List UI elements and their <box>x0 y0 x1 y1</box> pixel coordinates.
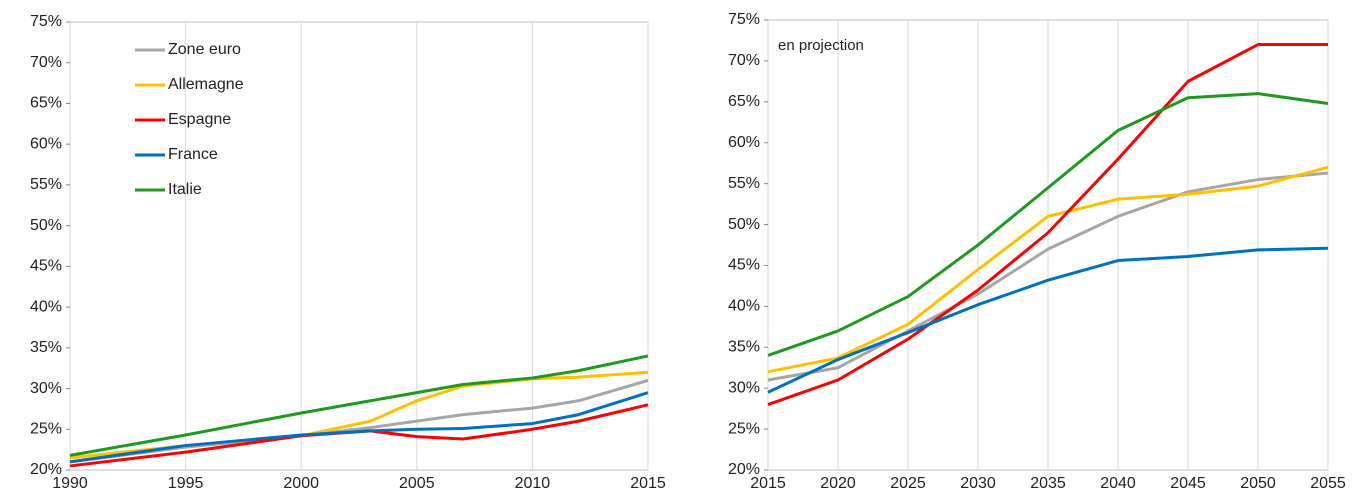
y-tick-label: 55% <box>30 176 62 193</box>
legend-label: Allemagne <box>168 76 244 93</box>
line <box>69 354 649 457</box>
y-tick-label: 45% <box>30 258 62 275</box>
y-tick-label: 50% <box>30 217 62 234</box>
x-tick-label: 1995 <box>168 475 204 492</box>
x-tick-label: 2015 <box>630 475 666 492</box>
x-tick-label: 2000 <box>283 475 319 492</box>
y-tick-label: 40% <box>728 298 760 315</box>
plot-area <box>69 21 649 471</box>
y-tick-label: 35% <box>728 338 760 355</box>
y-tick-label: 75% <box>30 13 62 30</box>
line <box>69 403 649 468</box>
x-tick-label: 2035 <box>1030 475 1066 492</box>
x-tick-label: 1990 <box>52 475 88 492</box>
y-tick-label: 55% <box>728 175 760 192</box>
y-tick-label: 60% <box>728 134 760 151</box>
y-tick-label: 20% <box>728 461 760 478</box>
legend-label: Zone euro <box>168 41 241 58</box>
legend-label: France <box>168 146 218 163</box>
y-tick-label: 25% <box>30 420 62 437</box>
y-tick-label: 35% <box>30 339 62 356</box>
x-tick-label: 2015 <box>750 475 786 492</box>
line <box>69 391 649 464</box>
x-tick-label: 2005 <box>399 475 435 492</box>
y-tick-label: 50% <box>728 216 760 233</box>
chart: 2015 2020 2025 2030 2035 2040 2045 2050 2055 20% 2… <box>728 11 1346 492</box>
line <box>767 165 1329 374</box>
y-tick-label: 45% <box>728 257 760 274</box>
line <box>767 171 1329 382</box>
x-tick-label: 2055 <box>1310 475 1346 492</box>
x-tick-label: 2010 <box>515 475 551 492</box>
legend-label: Espagne <box>168 111 231 128</box>
y-tick-label: 30% <box>728 379 760 396</box>
y-tick-label: 30% <box>30 380 62 397</box>
x-tick-label: 2030 <box>960 475 996 492</box>
y-tick-label: 65% <box>728 93 760 110</box>
legend-label: Italie <box>168 181 202 198</box>
line <box>767 246 1329 394</box>
y-tick-label: 40% <box>30 298 62 315</box>
x-tick-label: 2040 <box>1100 475 1136 492</box>
y-tick-label: 60% <box>30 135 62 152</box>
y-tick-label: 65% <box>30 95 62 112</box>
chart: 1990 1995 2000 2005 2010 2015 20% 25% 30% 35% 40% 4… <box>30 13 666 492</box>
x-tick-label: 2025 <box>890 475 926 492</box>
x-tick-label: 2045 <box>1170 475 1206 492</box>
line <box>767 43 1328 406</box>
y-tick-label: 75% <box>728 11 760 28</box>
annotation: en projection <box>778 37 864 54</box>
y-tick-label: 70% <box>728 52 760 69</box>
x-tick-label: 2020 <box>820 475 856 492</box>
x-tick-label: 2050 <box>1240 475 1276 492</box>
line <box>767 92 1329 357</box>
y-tick-label: 70% <box>30 54 62 71</box>
y-tick-label: 20% <box>30 461 62 478</box>
y-tick-label: 25% <box>728 420 760 437</box>
